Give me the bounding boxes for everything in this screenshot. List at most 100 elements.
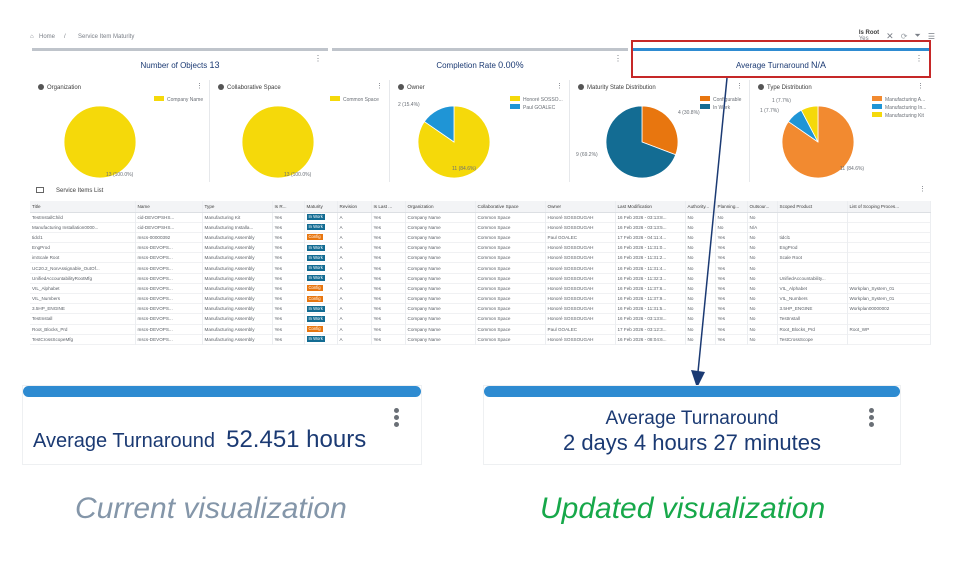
kpi-menu-icon[interactable]: ⋮: [614, 54, 622, 63]
column-header[interactable]: Owner: [545, 201, 616, 213]
panel-menu-icon[interactable]: ⋮: [196, 83, 203, 90]
column-header[interactable]: Is R...: [272, 201, 305, 213]
filter-icon[interactable]: ⏷: [914, 31, 921, 40]
table-cell: Yes: [371, 222, 406, 233]
maturity-state-panel: Maturity State Distribution ⋮ Configurab…: [570, 80, 750, 182]
card-menu-icon[interactable]: [869, 408, 874, 429]
legend-item[interactable]: Manufacturing A...: [872, 96, 926, 104]
kpi-menu-icon[interactable]: ⋮: [915, 54, 923, 63]
column-header[interactable]: Name: [135, 201, 203, 213]
pie-slice[interactable]: [800, 105, 819, 143]
table-row[interactable]: TestInstallChild cid-DEVOPSHS... Manufactu…: [30, 212, 931, 223]
kpi-menu-icon[interactable]: ⋮: [314, 54, 322, 63]
legend-item[interactable]: In Work: [700, 104, 741, 112]
column-header[interactable]: Organization: [405, 201, 476, 213]
table-row[interactable]: UC20.2_NonAssignable_OutOf... mscs-DEVOPS…: [30, 262, 931, 274]
panel-menu-icon[interactable]: ⋮: [376, 83, 383, 90]
card-menu-icon[interactable]: [394, 408, 399, 429]
legend-item[interactable]: Common Space: [330, 96, 379, 104]
legend: Honoré SOSSO... Paul GOALEC: [510, 96, 563, 112]
maturity-pie: [605, 105, 679, 179]
legend-item[interactable]: Honoré SOSSO...: [510, 96, 563, 104]
column-header[interactable]: Revision: [337, 201, 372, 213]
legend-item[interactable]: Manufacturing In...: [872, 104, 926, 112]
panel-menu-icon[interactable]: ⋮: [736, 83, 743, 90]
table-menu-icon[interactable]: ⋮: [919, 186, 926, 193]
slice-label: 13 (100.0%): [284, 172, 312, 178]
table-cell: Yes: [272, 262, 305, 274]
is-root-label: Is Root: [858, 30, 880, 36]
slice-label: 9 (69.2%): [576, 152, 598, 158]
breadcrumb-home[interactable]: Home: [39, 34, 56, 40]
panel-menu-icon[interactable]: ⋮: [917, 83, 924, 90]
table-cell: mscs-DEVOPS...: [135, 252, 203, 263]
table-cell: Manufacturing Assembly: [202, 242, 273, 253]
panel-title: Collaborative Space: [227, 85, 281, 91]
pie-slice[interactable]: [423, 105, 455, 143]
current-caption: Current visualization: [75, 492, 347, 525]
maturity-badge: In Work: [306, 265, 325, 272]
menu-icon[interactable]: ☰: [927, 31, 935, 41]
column-header[interactable]: List of Scoping Proces...: [847, 201, 931, 213]
panel-menu-icon[interactable]: ⋮: [556, 83, 563, 90]
owner-panel: Owner ⋮ Honoré SOSSO... Paul GOALEC 2 (1…: [390, 80, 570, 182]
table-cell: Yes: [371, 262, 406, 274]
table-cell: Manufacturing Assembly: [202, 283, 273, 294]
legend-item[interactable]: Company Name: [154, 96, 203, 104]
legend: Configurable In Work: [700, 96, 741, 112]
refresh-icon[interactable]: ⟳: [900, 31, 908, 41]
close-icon[interactable]: ✕: [886, 30, 894, 41]
table-cell: EngProd: [30, 242, 136, 253]
table-row[interactable]: TestCrossScopeMfg mscs-DEVOPS... Manufactu…: [30, 334, 931, 345]
table-cell: In Work: [304, 273, 338, 284]
column-header[interactable]: Collaborative Space: [475, 201, 546, 213]
maturity-badge: In Work: [306, 305, 325, 312]
service-items-list: Service Items List ⋮ Title Name Type Is R..…: [30, 185, 931, 352]
column-header[interactable]: Last Modification: [615, 201, 686, 213]
table-cell: Yes: [715, 273, 748, 284]
table-cell: Common Space: [475, 252, 546, 263]
table-row[interactable]: UnifiedAccountabilityRootMfg mscs-DEVOPS.…: [30, 273, 931, 284]
pie-slice[interactable]: [241, 105, 315, 179]
home-icon[interactable]: ⌂: [30, 34, 34, 40]
maturity-badge: In Work: [306, 214, 325, 221]
legend-item[interactable]: Manufacturing Kit: [872, 112, 926, 120]
table-cell: Workplan_System_01: [847, 293, 931, 304]
table-row[interactable]: TestInstall mscs-DEVOPS... Manufacturing A…: [30, 313, 931, 325]
column-header[interactable]: Planning...: [715, 201, 748, 213]
pie-slice[interactable]: [641, 105, 679, 156]
table-row[interactable]: tidcl1 mscs-00000392 Manufacturing Assembl…: [30, 232, 931, 243]
table-row[interactable]: VIL_Numbers mscs-DEVOPS... Manufacturing A…: [30, 293, 931, 304]
column-header[interactable]: Type: [202, 201, 273, 213]
table-row[interactable]: Manufacturing Installation0000... cid-DEV…: [30, 222, 931, 233]
pie-slice[interactable]: [605, 105, 677, 179]
slice-label: 2 (15.4%): [398, 102, 420, 108]
column-header[interactable]: Scoped Product: [777, 201, 848, 213]
table-row[interactable]: Root_Blocks_Prd mscs-DEVOPS... Manufacturi…: [30, 324, 931, 335]
kpi-number-of-objects: Number of Objects 13 ⋮: [32, 48, 328, 72]
table-cell: [847, 313, 931, 325]
table-cell: 16 Feb 2026 - 08:04:6...: [615, 334, 686, 345]
table-cell: Manufacturing Assembly: [202, 273, 273, 284]
table-cell: 16 Feb 2026 - 03:13:8...: [615, 212, 686, 223]
legend-item[interactable]: Configurable: [700, 96, 741, 104]
column-header[interactable]: Title: [30, 201, 136, 213]
table-cell: Yes: [715, 324, 748, 335]
is-root-filter[interactable]: Is Root Yes: [859, 30, 879, 42]
table-cell: 3.5HP_ENGINE: [30, 303, 136, 314]
column-header[interactable]: Maturity: [304, 201, 338, 213]
table-row[interactable]: VIL_Alphabet mscs-DEVOPS... Manufacturing …: [30, 283, 931, 294]
legend-item[interactable]: Paul GOALEC: [510, 104, 563, 112]
table-cell: A: [337, 313, 372, 325]
table-row[interactable]: imScale Root mscs-DEVOPS... Manufacturing …: [30, 252, 931, 263]
column-header[interactable]: Is Last ...: [371, 201, 406, 213]
table-cell: Honoré SOSSOUGAH: [545, 252, 616, 263]
table-cell: Company Name: [405, 222, 476, 233]
table-row[interactable]: EngProd mscs-DEVOPS... Manufacturing Assem…: [30, 242, 931, 253]
table-row[interactable]: 3.5HP_ENGINE mscs-DEVOPS... Manufacturing …: [30, 303, 931, 314]
table-cell: A: [337, 252, 372, 263]
column-header[interactable]: Outsour...: [747, 201, 778, 213]
card-accent-bar: [484, 386, 900, 397]
pie-slice[interactable]: [63, 105, 137, 179]
table-cell: mscs-00000392: [135, 232, 203, 243]
